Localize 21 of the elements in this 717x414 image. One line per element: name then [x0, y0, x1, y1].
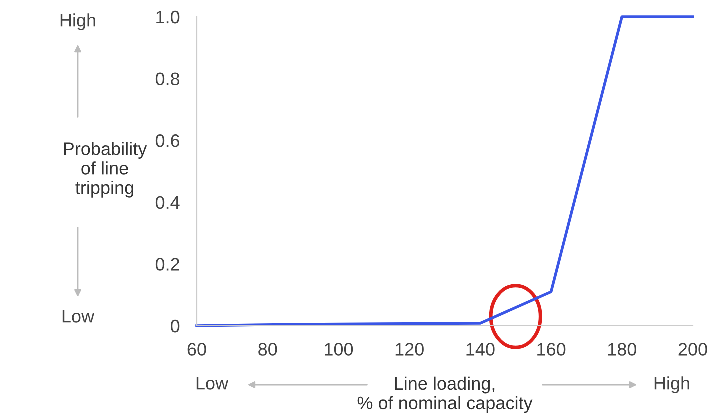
y-tick-label: 0 [171, 320, 180, 333]
x-tick-label: 160 [538, 343, 566, 356]
x-axis-title: Line loading, % of nominal capacity [358, 376, 533, 414]
y-tick-label: 0.8 [156, 72, 180, 86]
x-tick-label: 120 [396, 343, 424, 356]
line-series [196, 16, 694, 328]
y-tick-label: 0.2 [156, 258, 180, 271]
text: High [654, 376, 690, 394]
x-tick-label: 200 [678, 343, 708, 356]
x-tick-label: 100 [325, 343, 354, 356]
x-tick-label: 60 [188, 343, 206, 356]
x-tick-label: 140 [466, 343, 495, 356]
text: High [60, 14, 96, 30]
y-tick-label: 1.0 [156, 10, 180, 24]
x-tick-label: 180 [608, 343, 636, 356]
text: Low [196, 377, 229, 390]
y-tick-label: 0.6 [156, 134, 180, 148]
y-tick-label: 0.4 [156, 196, 180, 210]
y-axis-title: Probability of line tripping [64, 142, 148, 198]
x-tick-label: 80 [258, 343, 278, 356]
text: Low [62, 310, 95, 323]
